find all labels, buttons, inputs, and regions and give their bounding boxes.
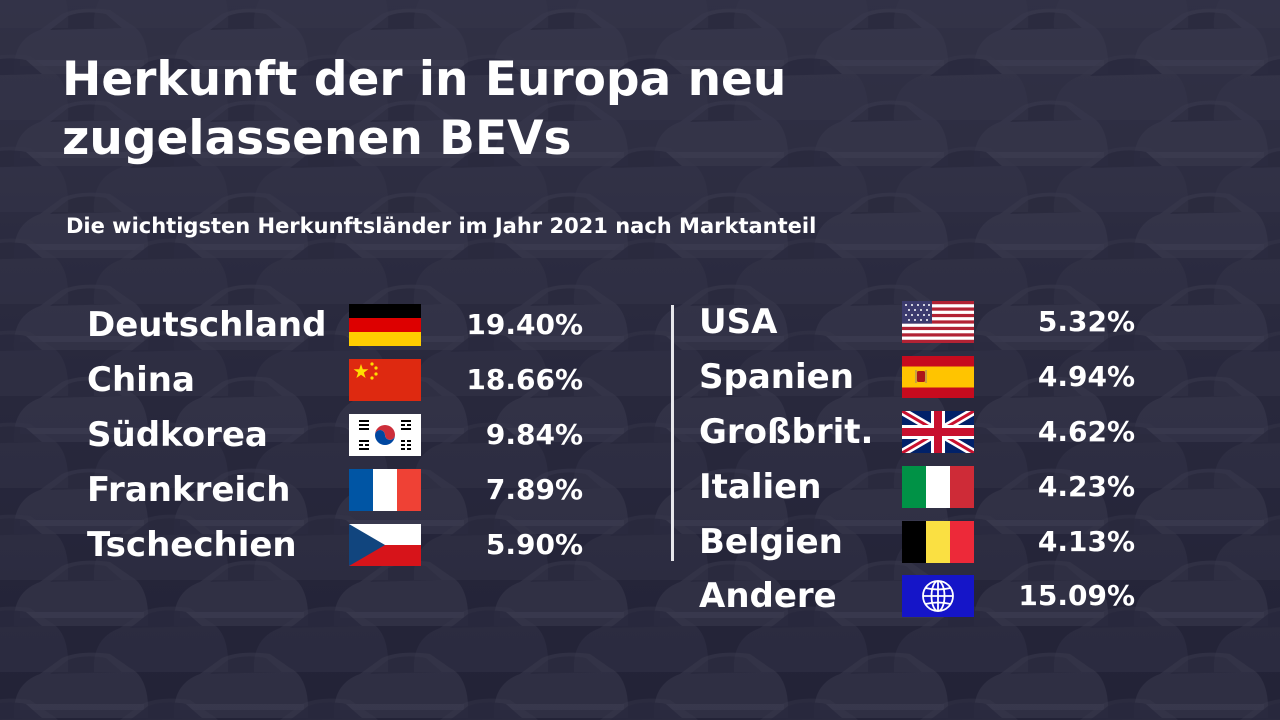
globe-icon — [902, 575, 974, 617]
column-divider — [671, 305, 674, 561]
country-label: Andere — [699, 576, 837, 616]
country-label: Großbrit. — [699, 412, 874, 452]
share-value: 5.90% — [485, 528, 583, 561]
share-value: 15.09% — [1018, 579, 1135, 612]
row-frankreich: Frankreich 7.89% — [87, 467, 587, 513]
china-flag — [349, 359, 421, 401]
country-label: USA — [699, 302, 778, 342]
share-value: 4.13% — [1037, 525, 1135, 558]
share-value: 4.23% — [1037, 470, 1135, 503]
share-value: 9.84% — [485, 418, 583, 451]
uk-flag — [902, 411, 974, 453]
share-value: 5.32% — [1037, 305, 1135, 338]
chart-title: Herkunft der in Europa neu zugelassenen … — [62, 50, 786, 168]
row-usa: USA 5.32% — [699, 299, 1139, 345]
country-label: Tschechien — [87, 525, 297, 565]
czech-flag — [349, 524, 421, 566]
belgium-flag — [902, 521, 974, 563]
country-label: Belgien — [699, 522, 843, 562]
country-label: Italien — [699, 467, 822, 507]
share-value: 18.66% — [466, 363, 583, 396]
row-suedkorea: Südkorea 9.84% — [87, 412, 587, 458]
italy-flag — [902, 466, 974, 508]
south-korea-flag — [349, 414, 421, 456]
row-belgien: Belgien 4.13% — [699, 519, 1139, 565]
country-label: Südkorea — [87, 415, 268, 455]
usa-flag — [902, 301, 974, 343]
row-china: China 18.66% — [87, 357, 587, 403]
france-flag — [349, 469, 421, 511]
share-value: 4.94% — [1037, 360, 1135, 393]
share-value: 4.62% — [1037, 415, 1135, 448]
row-spanien: Spanien 4.94% — [699, 354, 1139, 400]
title-line-2: zugelassenen BEVs — [62, 111, 572, 166]
country-label: Frankreich — [87, 470, 291, 510]
country-label: China — [87, 360, 195, 400]
row-italien: Italien 4.23% — [699, 464, 1139, 510]
row-grossbritannien: Großbrit. 4.62% — [699, 409, 1139, 455]
row-deutschland: Deutschland 19.40% — [87, 302, 587, 348]
chart-subtitle: Die wichtigsten Herkunftsländer im Jahr … — [66, 214, 817, 238]
country-label: Deutschland — [87, 305, 327, 345]
share-value: 19.40% — [466, 308, 583, 341]
country-label: Spanien — [699, 357, 854, 397]
germany-flag — [349, 304, 421, 346]
row-andere: Andere 15.09% — [699, 573, 1139, 619]
share-value: 7.89% — [485, 473, 583, 506]
row-tschechien: Tschechien 5.90% — [87, 522, 587, 568]
title-line-1: Herkunft der in Europa neu — [62, 52, 787, 107]
spain-flag — [902, 356, 974, 398]
